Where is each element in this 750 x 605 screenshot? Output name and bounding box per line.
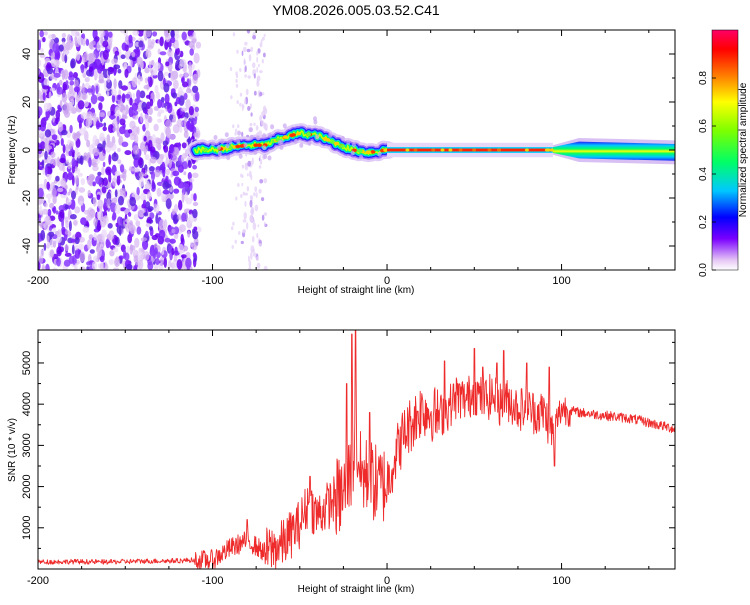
y-tick-label: 40: [21, 48, 33, 60]
noise-speckle: [38, 30, 268, 270]
y-tick-label: 2000: [21, 474, 33, 498]
x-tick-label: -200: [27, 275, 49, 287]
snr-ylabel: SNR (10 * v/v): [7, 418, 18, 482]
snr-series-line: [38, 330, 675, 569]
y-tick-label: 4000: [21, 392, 33, 416]
signal-ridge: [187, 116, 398, 163]
chart-title: YM08.2026.005.03.52.C41: [272, 2, 440, 18]
colorbar-tick-label: 0.6: [698, 119, 709, 133]
colorbar-label: Normalized spectral amplitude: [738, 82, 749, 217]
x-tick-label: -100: [202, 575, 224, 587]
colorbar: 0.0 0.2 0.4 0.6 0.8 Normalized spectral ampl…: [698, 29, 749, 277]
colorbar-tick-label: 0.8: [698, 71, 709, 85]
spectrogram-image: [38, 30, 675, 270]
snr-panel: -200 -100 0 100 1000 2000 3000 4000 5000 Height …: [7, 329, 676, 595]
spectrogram-ticks: -200 -100 0 100 40 20 0 -20 -40: [21, 29, 675, 287]
y-tick-label: -40: [21, 238, 33, 254]
snr-plot-area: [38, 330, 675, 569]
snr-frame: [37, 329, 676, 570]
y-tick-label: 20: [21, 96, 33, 108]
colorbar-tick-label: 0.2: [698, 215, 709, 229]
x-tick-label: 0: [384, 575, 390, 587]
snr-ticks: -200 -100 0 100 1000 2000 3000 4000 5000: [21, 330, 675, 587]
y-tick-label: 1000: [21, 516, 33, 540]
spectrogram-panel: -200 -100 0 100 40 20 0 -20 -40 Height of straig…: [7, 29, 676, 296]
colorbar-tick-label: 0.0: [698, 263, 709, 277]
snr-xlabel: Height of straight line (km): [298, 584, 415, 595]
y-tick-label: 3000: [21, 433, 33, 457]
spectrogram-ylabel: Frequency (Hz): [7, 116, 18, 185]
y-tick-label: 0: [21, 147, 33, 153]
y-tick-label: 5000: [21, 351, 33, 375]
colorbar-ticks: 0.0 0.2 0.4 0.6 0.8: [698, 71, 716, 277]
colorbar-tick-label: 0.4: [698, 167, 709, 181]
x-tick-label: 100: [552, 275, 570, 287]
steady-band: [387, 138, 675, 165]
y-tick-label: -20: [21, 190, 33, 206]
x-tick-label: 100: [552, 575, 570, 587]
x-tick-label: 0: [384, 275, 390, 287]
spectrogram-xlabel: Height of straight line (km): [298, 285, 415, 296]
x-tick-label: -200: [27, 575, 49, 587]
colorbar-gradient: [711, 29, 739, 271]
x-tick-label: -100: [202, 275, 224, 287]
